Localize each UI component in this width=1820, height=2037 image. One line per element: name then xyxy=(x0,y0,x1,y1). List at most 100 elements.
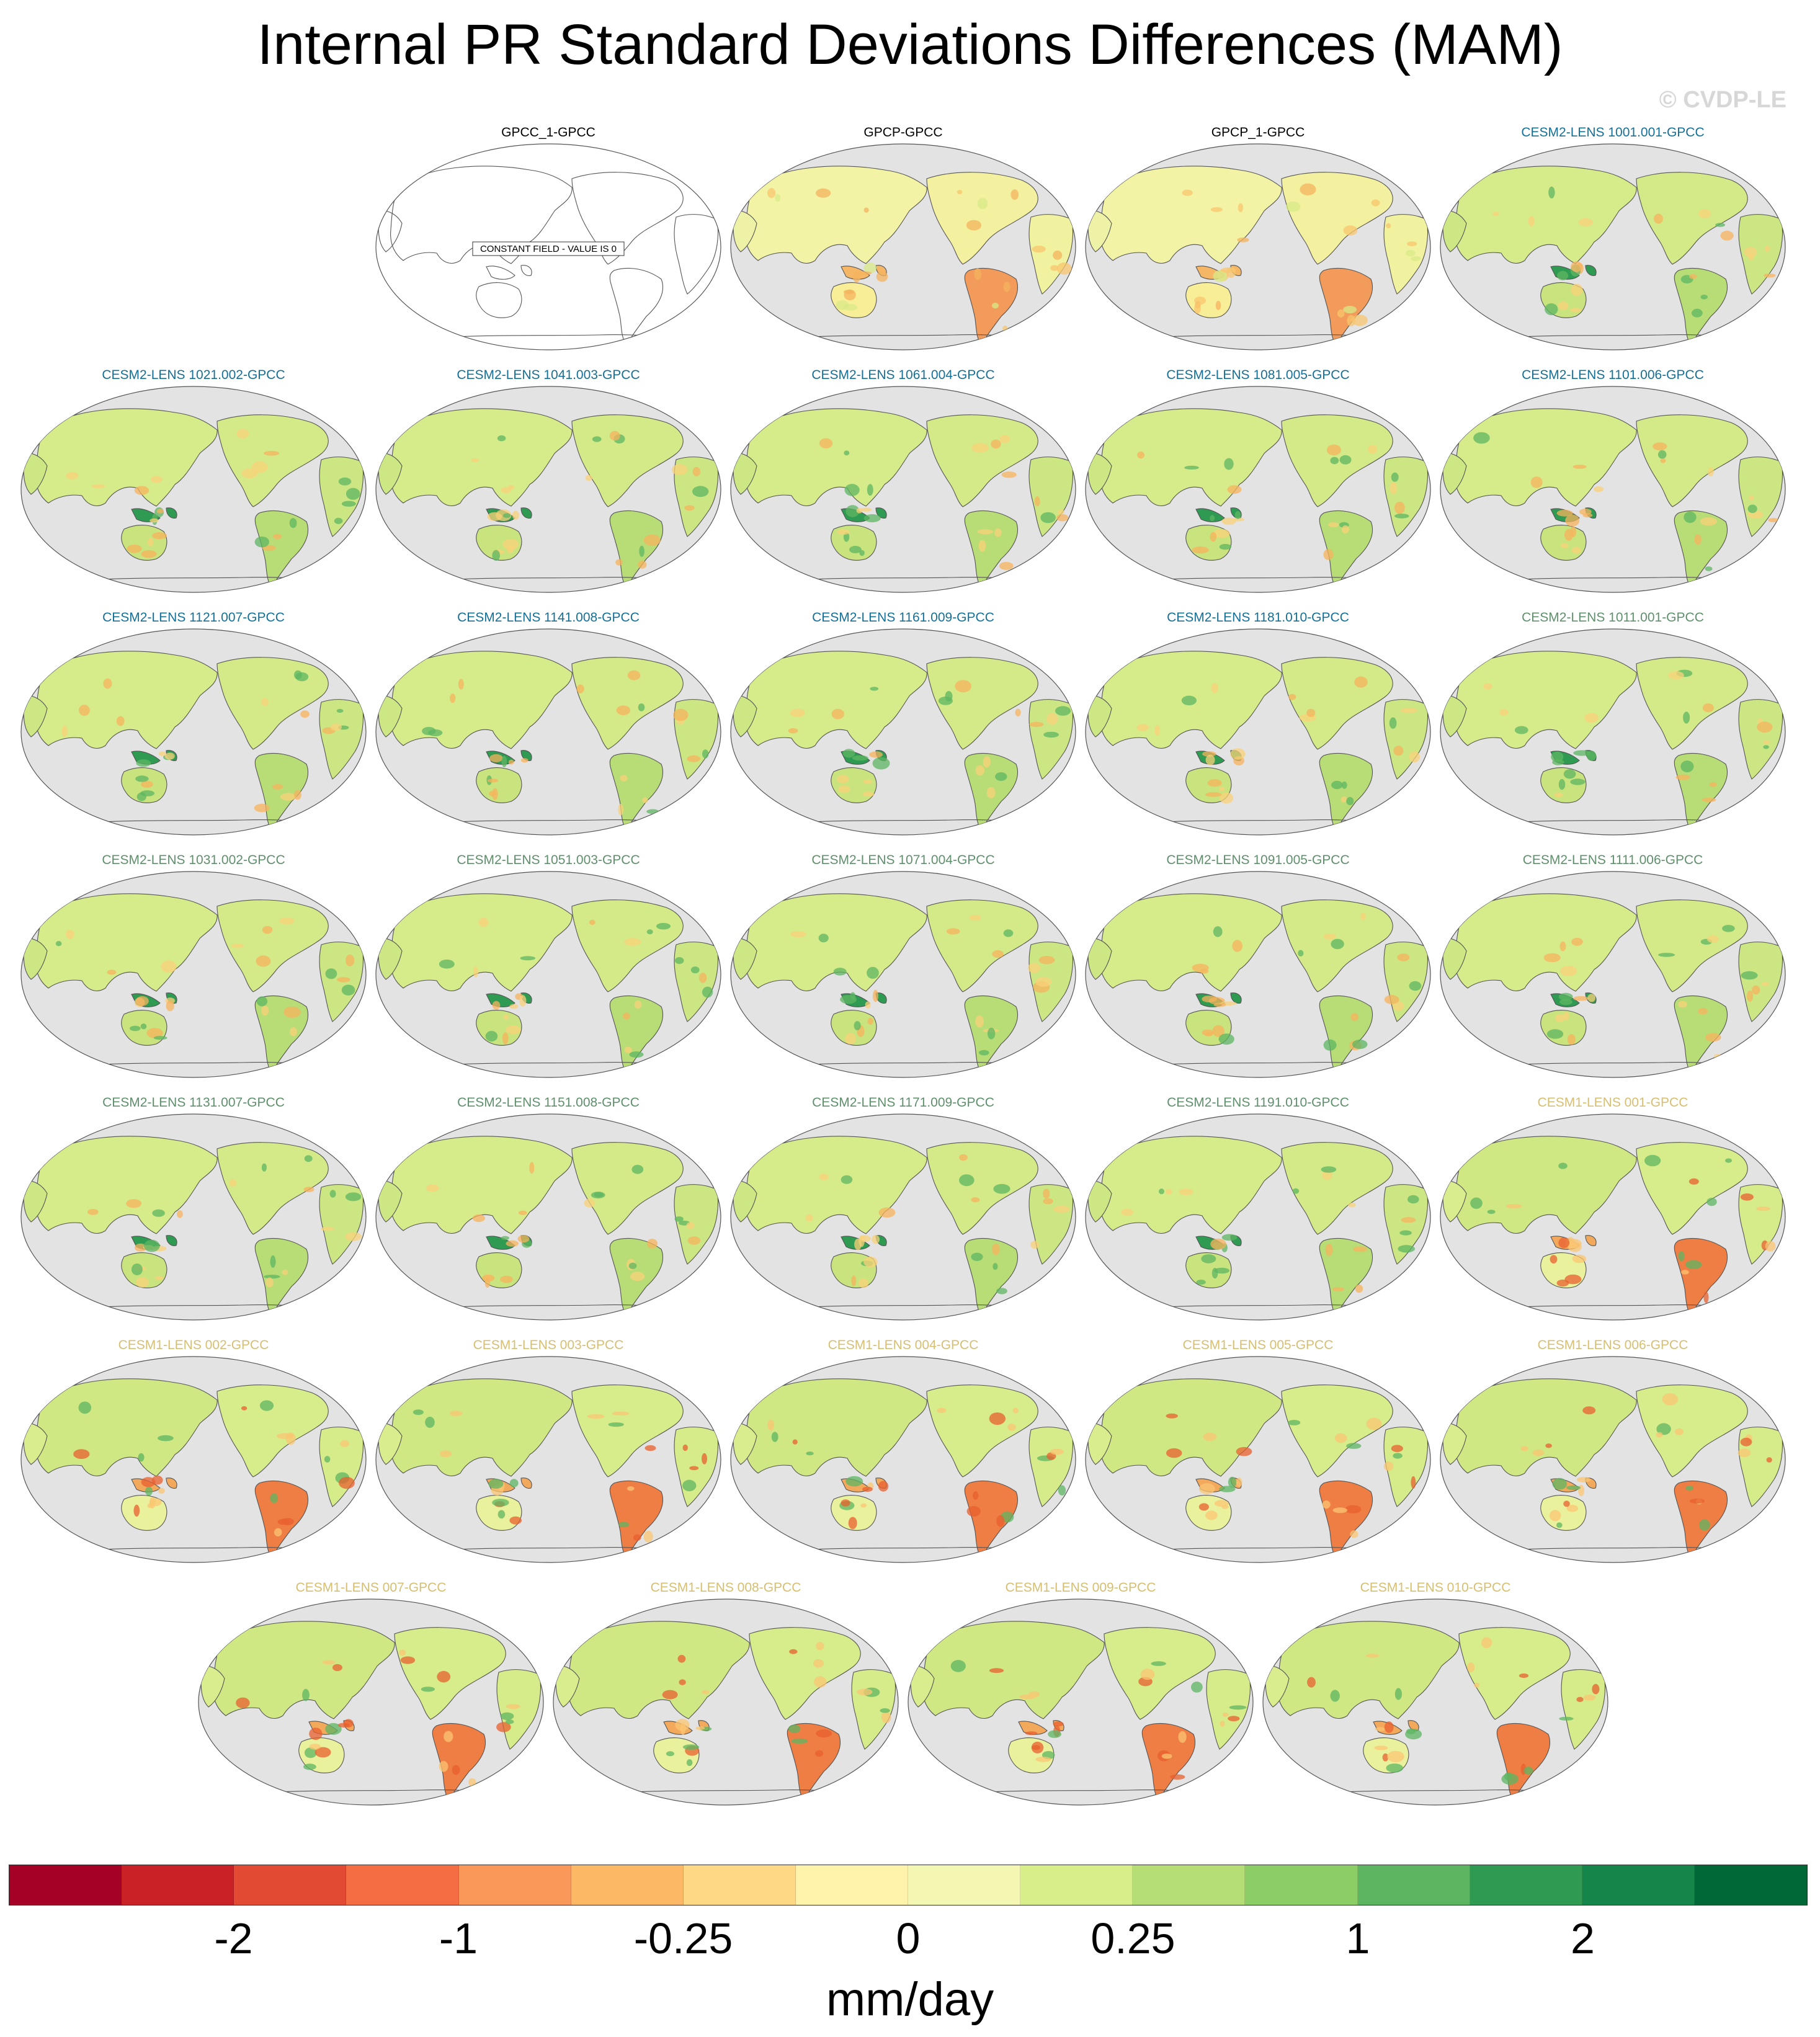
precip-anomaly-spot xyxy=(1001,471,1017,478)
precip-anomaly-spot xyxy=(517,1235,530,1243)
landmass-asia xyxy=(745,651,927,749)
map-panel-title: CESM1-LENS 004-GPCC xyxy=(827,1338,979,1352)
precip-anomaly-spot xyxy=(273,533,282,540)
precip-anomaly-spot xyxy=(1166,1448,1182,1458)
precip-anomaly-spot xyxy=(1374,1745,1388,1750)
precip-anomaly-spot xyxy=(1332,1287,1344,1291)
precip-anomaly-spot xyxy=(841,1175,853,1184)
precip-anomaly-spot xyxy=(1222,1712,1229,1717)
precip-anomaly-spot xyxy=(1409,751,1421,763)
precip-anomaly-spot xyxy=(1740,1193,1754,1201)
colorbar-box xyxy=(9,1865,122,1905)
precip-anomaly-spot xyxy=(505,1719,514,1724)
landmass-namerica xyxy=(1636,172,1748,265)
precip-anomaly-spot xyxy=(1339,455,1352,465)
precip-anomaly-spot xyxy=(468,1778,476,1786)
landmass-namerica xyxy=(926,899,1038,992)
precip-anomaly-spot xyxy=(991,439,1001,449)
precip-anomaly-spot xyxy=(145,1486,153,1496)
precip-anomaly-spot xyxy=(340,1440,349,1447)
precip-anomaly-spot xyxy=(642,797,648,803)
precip-anomaly-spot xyxy=(993,1263,998,1270)
precip-anomaly-spot xyxy=(497,435,506,442)
precip-anomaly-spot xyxy=(1029,721,1044,727)
map-panel-title: CESM2-LENS 1031.002-GPCC xyxy=(102,853,285,867)
precip-anomaly-spot xyxy=(309,1727,323,1741)
landmass-namerica xyxy=(1636,899,1748,992)
landmass-asia xyxy=(1100,166,1282,264)
precip-anomaly-spot xyxy=(616,705,631,715)
precip-anomaly-spot xyxy=(674,1216,684,1222)
precip-anomaly-spot xyxy=(1570,308,1582,313)
precip-anomaly-spot xyxy=(1389,717,1397,729)
precip-anomaly-spot xyxy=(1232,940,1242,952)
landmass-eafrica xyxy=(1206,1669,1251,1750)
precip-anomaly-spot xyxy=(1764,273,1776,278)
precip-anomaly-spot xyxy=(1210,207,1223,212)
precip-anomaly-spot xyxy=(141,550,157,558)
precip-anomaly-spot xyxy=(151,1475,163,1485)
precip-anomaly-spot xyxy=(229,1179,237,1187)
precip-anomaly-spot xyxy=(1154,724,1160,736)
world-map xyxy=(1440,1113,1786,1321)
precip-anomaly-spot xyxy=(842,749,855,758)
map-panel: CESM2-LENS 1061.004-GPCC xyxy=(729,368,1077,593)
landmass-eafrica xyxy=(1028,457,1074,537)
precip-anomaly-spot xyxy=(270,1255,276,1268)
precip-anomaly-spot xyxy=(771,1432,778,1442)
precip-anomaly-spot xyxy=(859,550,865,556)
precip-anomaly-spot xyxy=(1151,1661,1166,1666)
map-panel: CESM2-LENS 1041.003-GPCC xyxy=(375,368,722,593)
precip-anomaly-spot xyxy=(1015,708,1021,716)
precip-anomaly-spot xyxy=(1766,1457,1772,1463)
precip-anomaly-spot xyxy=(1564,528,1574,541)
map-panel: CESM2-LENS 1021.002-GPCC xyxy=(20,368,367,593)
precip-anomaly-spot xyxy=(992,1243,1000,1255)
precip-anomaly-spot xyxy=(1300,183,1316,195)
map-panel-title: CESM2-LENS 1001.001-GPCC xyxy=(1521,125,1705,140)
precip-anomaly-spot xyxy=(1038,956,1055,965)
precip-anomaly-spot xyxy=(1184,465,1199,470)
precip-anomaly-spot xyxy=(1375,1727,1386,1731)
precip-anomaly-spot xyxy=(690,966,700,974)
precip-anomaly-spot xyxy=(346,954,355,966)
precip-anomaly-spot xyxy=(127,545,142,553)
precip-anomaly-spot xyxy=(1656,1432,1663,1438)
precip-anomaly-spot xyxy=(320,1227,334,1231)
precip-anomaly-spot xyxy=(849,546,862,553)
landmass-eafrica xyxy=(1738,214,1783,295)
precip-anomaly-spot xyxy=(1215,301,1221,310)
landmass-namerica xyxy=(926,657,1038,750)
world-map xyxy=(1440,1356,1786,1563)
precip-anomaly-spot xyxy=(1558,1237,1570,1249)
constant-field-box xyxy=(472,241,625,256)
landmass-asia xyxy=(390,1136,573,1234)
precip-anomaly-spot xyxy=(624,938,641,946)
precip-anomaly-spot xyxy=(156,509,164,514)
precip-anomaly-spot xyxy=(1166,1188,1172,1195)
precip-anomaly-spot xyxy=(1567,1034,1576,1045)
precip-anomaly-spot xyxy=(1212,1025,1224,1037)
precip-anomaly-spot xyxy=(1137,451,1144,459)
precip-anomaly-spot xyxy=(1565,514,1580,527)
landmass-namerica xyxy=(571,1142,684,1235)
precip-anomaly-spot xyxy=(987,1027,996,1040)
precip-anomaly-spot xyxy=(1391,1445,1403,1452)
precip-anomaly-spot xyxy=(324,1456,331,1463)
precip-anomaly-spot xyxy=(646,809,659,814)
landmass-asia xyxy=(213,1621,395,1719)
precip-anomaly-spot xyxy=(141,780,153,788)
map-panel-title: CESM2-LENS 1061.004-GPCC xyxy=(811,368,995,382)
colorbar-tick-label: 1 xyxy=(1345,1914,1370,1963)
precip-anomaly-spot xyxy=(692,466,700,476)
landmass-namerica xyxy=(926,1384,1038,1478)
precip-anomaly-spot xyxy=(300,710,310,718)
precip-anomaly-spot xyxy=(336,708,344,713)
world-map xyxy=(730,1356,1076,1563)
precip-anomaly-spot xyxy=(844,450,850,456)
precip-anomaly-spot xyxy=(452,1765,460,1775)
precip-anomaly-spot xyxy=(1043,1198,1053,1205)
copyright-watermark: © CVDP-LE xyxy=(1659,87,1787,113)
precip-anomaly-spot xyxy=(978,540,986,552)
precip-anomaly-spot xyxy=(473,966,478,978)
